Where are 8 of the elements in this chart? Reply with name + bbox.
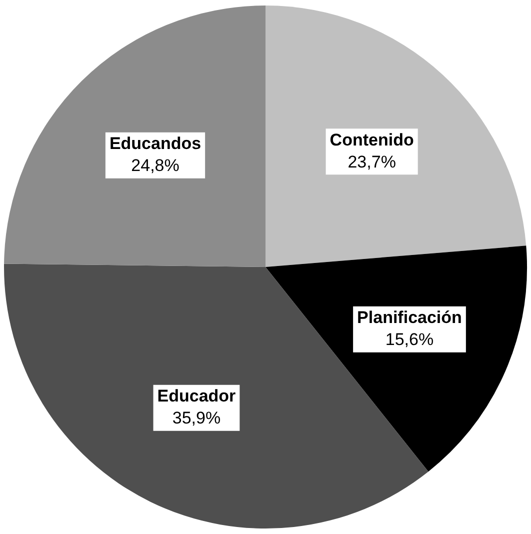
slice-label: Educador — [157, 386, 236, 406]
slice-label: Educandos — [109, 134, 202, 154]
data-label: 23,7% — [348, 152, 396, 172]
data-label: 15,6% — [385, 330, 434, 349]
data-label: 35,9% — [172, 408, 221, 428]
data-label: 24,8% — [131, 156, 180, 176]
slice-label: Planificación — [357, 308, 462, 327]
slice-label: Contenido — [330, 130, 414, 150]
